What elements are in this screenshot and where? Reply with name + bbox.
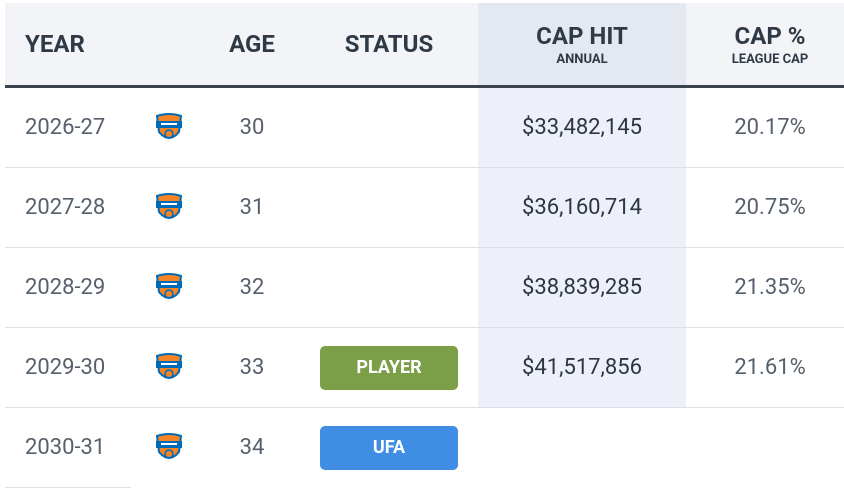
row-divider (5, 247, 844, 248)
cap-hit-cell: $36,160,714 (522, 195, 642, 220)
team-logo-svg (155, 193, 183, 219)
year-cell: 2029-30 (25, 355, 106, 380)
team-logo (155, 432, 183, 464)
cap-pct-cell: 21.61% (734, 355, 806, 380)
age-cell: 32 (239, 275, 265, 300)
cap-hit-header[interactable]: CAP HIT (536, 22, 628, 50)
row-divider (5, 407, 844, 408)
year-header[interactable]: YEAR (25, 30, 85, 58)
cap-hit-bg (478, 88, 686, 168)
team-logo-svg (155, 273, 183, 299)
team-logo (155, 112, 183, 144)
year-cell: 2028-29 (25, 275, 106, 300)
row-divider (5, 327, 844, 328)
cap-pct-subheader: LEAGUE CAP (731, 52, 809, 67)
team-logo-svg (155, 353, 183, 379)
status-header[interactable]: STATUS (344, 30, 434, 58)
cap-hit-cell: $33,482,145 (522, 115, 642, 140)
age-cell: 31 (239, 195, 265, 220)
age-cell: 34 (239, 435, 265, 460)
year-cell: 2030-31 (25, 435, 106, 460)
status-badge[interactable]: PLAYER (320, 346, 458, 390)
cap-hit-cell: $38,839,285 (522, 275, 642, 300)
row-divider (5, 167, 844, 168)
team-logo (155, 192, 183, 224)
age-cell: 30 (239, 115, 265, 140)
cap-hit-bg (478, 168, 686, 248)
year-cell: 2027-28 (25, 195, 106, 220)
team-logo-svg (155, 113, 183, 139)
cap-hit-bg (478, 248, 686, 328)
year-cell: 2026-27 (25, 115, 106, 140)
team-logo (155, 352, 183, 384)
cap-pct-cell: 20.75% (734, 195, 806, 220)
cap-pct-cell: 21.35% (734, 275, 806, 300)
header-border (5, 85, 844, 88)
cap-pct-cell: 20.17% (734, 115, 806, 140)
header-bg (5, 3, 844, 85)
header-highlight (478, 3, 686, 85)
status-badge[interactable]: UFA (320, 426, 458, 470)
cap-hit-subheader: ANNUAL (556, 52, 608, 67)
age-cell: 33 (239, 355, 265, 380)
cap-hit-cell: $41,517,856 (522, 355, 642, 380)
team-logo (155, 272, 183, 304)
team-logo-svg (155, 433, 183, 459)
cap-pct-header[interactable]: CAP % (734, 22, 806, 50)
cap-hit-bg (478, 328, 686, 408)
age-header[interactable]: AGE (229, 30, 275, 58)
